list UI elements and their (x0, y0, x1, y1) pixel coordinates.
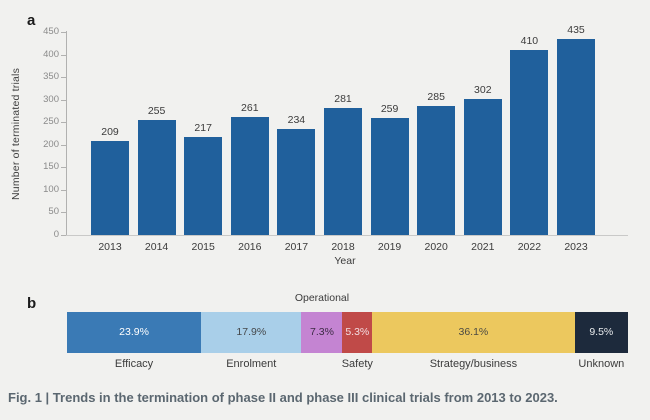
y-tick-450: 450 (43, 26, 59, 37)
y-tick-400: 400 (43, 48, 59, 60)
bar-2014 (137, 119, 176, 235)
x-tick-2019: 2019 (377, 241, 402, 253)
y-tick-350: 350 (43, 71, 59, 83)
segment-pct: 9.5% (589, 326, 614, 338)
bar-value-2013: 209 (101, 125, 119, 138)
bar-value-2018: 281 (334, 93, 352, 106)
y-tick-mark (61, 144, 66, 146)
bar-2013 (91, 140, 129, 235)
y-tick-200: 200 (43, 138, 59, 150)
y-axis-label: Number of terminated trials (10, 67, 22, 200)
y-tick-mark (61, 77, 66, 79)
y-tick-mark (61, 99, 66, 101)
bar-value-2014: 255 (147, 104, 166, 117)
y-axis-line (66, 31, 67, 236)
y-tick-mark (61, 167, 66, 169)
segment-pct: 36.1% (458, 326, 489, 338)
segment-label-unknown: Unknown (578, 358, 625, 370)
stacked-percentage-bar: 23.9% 17.9% 7.3% 5.3% 36.1% 9.5% (67, 312, 628, 353)
segment-label-enrolment: Enrolment (226, 358, 277, 370)
panel-a-letter: a (27, 12, 36, 29)
segment-unknown: 9.5% (574, 312, 628, 353)
segment-pct: 17.9% (236, 326, 267, 338)
bar-value-2020: 285 (427, 91, 445, 104)
bar-value-2022: 410 (520, 35, 539, 48)
bar-2023 (557, 38, 595, 235)
bar-2019 (370, 118, 409, 235)
y-tick-mark (61, 54, 66, 56)
y-tick-150: 150 (43, 161, 59, 173)
x-tick-2022: 2022 (517, 241, 542, 253)
x-tick-2016: 2016 (238, 241, 262, 253)
segment-label-safety: Safety (341, 358, 373, 370)
x-tick-2013: 2013 (98, 241, 122, 253)
x-tick-2014: 2014 (144, 241, 169, 253)
y-tick-100: 100 (43, 183, 59, 195)
figure-caption: Fig. 1 | Trends in the termination of ph… (8, 390, 558, 405)
y-tick-mark (61, 32, 66, 33)
x-axis-title: Year (334, 255, 356, 267)
y-tick-mark (61, 189, 66, 191)
bar-2022 (510, 50, 549, 235)
y-tick-50: 50 (48, 206, 59, 218)
bar-value-2019: 259 (380, 103, 399, 116)
segment-safety: 5.3% (342, 312, 373, 353)
y-tick-mark (61, 122, 66, 124)
y-tick-300: 300 (43, 93, 59, 105)
y-tick-mark (61, 212, 66, 214)
bar-2016 (230, 117, 269, 235)
x-tick-2015: 2015 (191, 241, 215, 253)
x-axis-line (66, 235, 628, 236)
segment-label-operational: Operational (294, 292, 350, 304)
segment-pct: 23.9% (119, 326, 149, 338)
segment-label-efficacy: Efficacy (114, 358, 154, 370)
x-tick-2023: 2023 (564, 241, 588, 253)
bar-2017 (277, 129, 316, 235)
bar-2021 (463, 98, 502, 235)
x-tick-2021: 2021 (471, 241, 495, 253)
segment-efficacy: 23.9% (67, 312, 202, 353)
bar-2018 (324, 108, 362, 235)
panel-b-letter: b (27, 295, 37, 312)
bar-value-2023: 435 (567, 23, 585, 36)
x-tick-2020: 2020 (424, 241, 448, 253)
segment-enrolment: 17.9% (201, 312, 302, 353)
x-tick-2018: 2018 (331, 241, 355, 253)
bar-value-2016: 261 (241, 102, 259, 115)
bar-2020 (417, 106, 456, 235)
segment-operational: 7.3% (301, 312, 343, 353)
bar-2015 (184, 137, 223, 235)
y-tick-0: 0 (53, 229, 59, 240)
segment-pct: 7.3% (309, 326, 334, 338)
bar-value-2017: 234 (287, 114, 306, 127)
y-tick-mark (61, 235, 66, 236)
segment-pct: 5.3% (345, 326, 370, 338)
segment-strategy-business: 36.1% (372, 312, 575, 353)
x-tick-2017: 2017 (284, 241, 309, 253)
segment-label-strategy-business: Strategy/business (429, 358, 518, 370)
y-tick-250: 250 (43, 116, 59, 128)
bar-value-2021: 302 (474, 83, 492, 96)
bar-value-2015: 217 (194, 122, 212, 135)
